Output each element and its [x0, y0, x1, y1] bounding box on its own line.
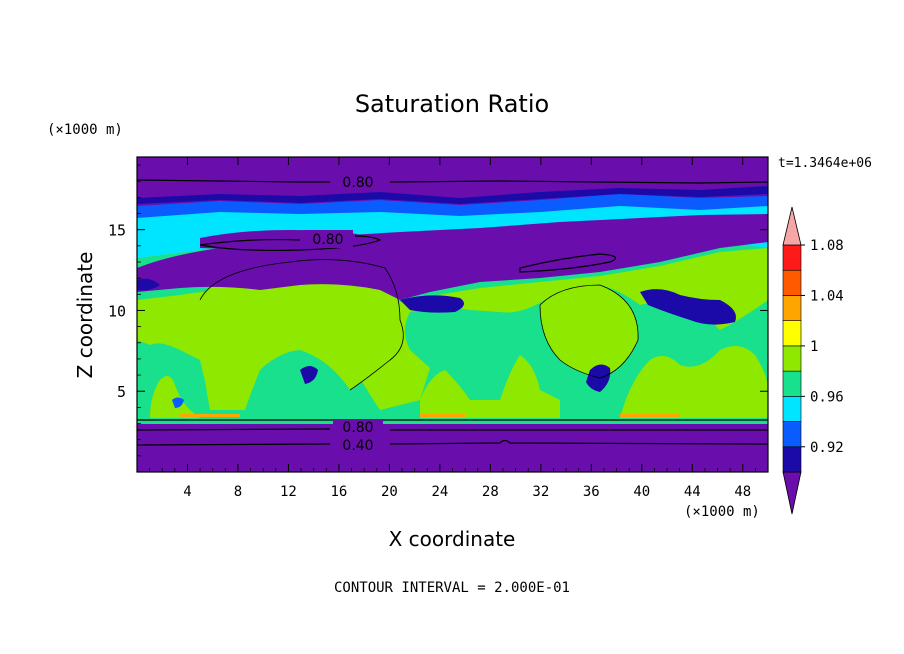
colorbar-swatch — [782, 421, 802, 448]
colorbar-label: 0.96 — [810, 389, 844, 405]
x-axis: 4 8 12 16 20 24 28 32 36 40 44 48 — [149, 157, 756, 500]
contour-label-group: 0.80 0.80 0.80 0.40 — [303, 172, 383, 454]
upper-very-dry-band — [137, 186, 768, 204]
colorbar-swatch — [782, 370, 802, 397]
colorbar-swatch — [782, 320, 802, 347]
x-tick-label: 24 — [431, 484, 448, 500]
dry-pocket — [172, 397, 184, 408]
x-tick-label: 48 — [734, 484, 751, 500]
contour-line — [137, 428, 768, 431]
colorbar-swatch — [782, 446, 802, 473]
cloud-patch — [540, 285, 639, 378]
supersaturated-streak — [420, 414, 465, 417]
x-tick-label: 44 — [684, 484, 701, 500]
contour-label: 0.80 — [342, 175, 373, 191]
lower-dry-layer — [137, 424, 768, 472]
colorbar-label: 1 — [810, 339, 818, 355]
colorbar-high-arrow — [782, 206, 802, 246]
chart-title: Saturation Ratio — [355, 90, 549, 118]
x-tick-label: 4 — [183, 484, 191, 500]
lower-transition-band — [137, 418, 768, 424]
supersaturated-streak — [180, 414, 240, 417]
y-unit-label: (×1000 m) — [47, 122, 123, 138]
contour-label: 0.40 — [342, 438, 373, 454]
cloud-patch — [150, 376, 200, 418]
x-tick-label: 36 — [583, 484, 600, 500]
colorbar: 0.92 0.96 1 1.04 1.08 — [782, 206, 844, 515]
colorbar-swatch — [782, 295, 802, 321]
y-axis-title: Z coordinate — [73, 252, 97, 379]
x-tick-label: 8 — [234, 484, 242, 500]
contour-interval-note: CONTOUR INTERVAL = 2.000E-01 — [334, 580, 570, 596]
y-tick-label: 15 — [108, 222, 126, 240]
colorbar-low-arrow — [782, 471, 802, 515]
dry-pocket — [640, 289, 736, 325]
plot-area — [137, 157, 768, 472]
colorbar-swatch — [782, 345, 802, 372]
contour-lines — [137, 179, 768, 446]
colorbar-swatch — [782, 269, 802, 296]
dry-pocket — [137, 278, 160, 291]
dry-pocket — [300, 366, 318, 384]
supersaturated-streak — [620, 414, 680, 417]
upper-humid-band — [137, 192, 768, 218]
time-label: t=1.3464e+06 — [778, 156, 872, 171]
dry-pocket — [400, 295, 464, 313]
x-axis-title: X coordinate — [389, 527, 516, 551]
contour-label: 0.80 — [312, 232, 343, 248]
x-tick-label: 40 — [633, 484, 650, 500]
mid-dry-band — [137, 214, 768, 300]
x-tick-label: 28 — [482, 484, 499, 500]
cloud-layer-main — [137, 248, 768, 410]
y-tick-label: 10 — [108, 302, 126, 320]
y-axis: 5 10 15 — [108, 164, 768, 457]
contour-line — [199, 259, 639, 391]
dry-pocket — [586, 364, 611, 392]
x-tick-label: 16 — [330, 484, 347, 500]
colorbar-label: 1.04 — [810, 288, 844, 304]
colorbar-label: 1.08 — [810, 238, 844, 254]
colorbar-swatch — [782, 244, 802, 271]
x-tick-label: 12 — [280, 484, 297, 500]
contour-line — [519, 253, 617, 273]
contour-line — [137, 439, 768, 446]
cloud-patch — [420, 355, 560, 418]
contour-label: 0.80 — [342, 420, 373, 436]
x-tick-label: 20 — [381, 484, 398, 500]
y-tick-label: 5 — [117, 383, 126, 401]
x-tick-label: 32 — [532, 484, 549, 500]
cloud-patch — [620, 346, 768, 418]
contour-line — [137, 179, 768, 184]
colorbar-label: 0.92 — [810, 440, 844, 456]
x-unit-label: (×1000 m) — [684, 504, 760, 520]
colorbar-swatch — [782, 396, 802, 422]
